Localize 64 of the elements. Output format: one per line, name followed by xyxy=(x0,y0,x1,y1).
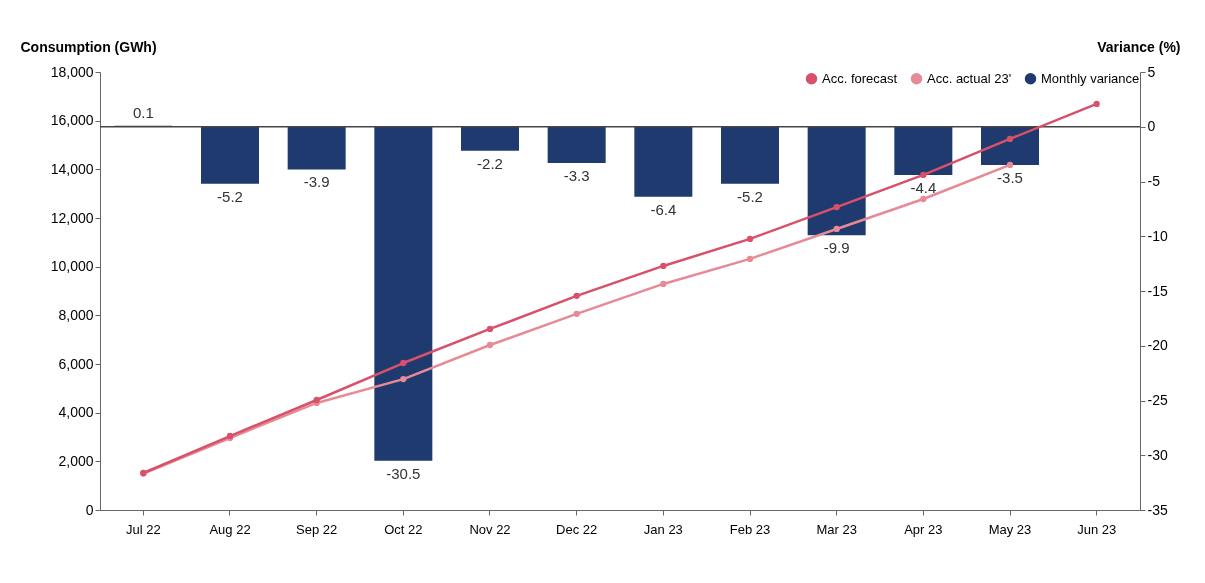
point xyxy=(833,225,840,233)
point xyxy=(660,262,667,270)
y2-tick-label: 5 xyxy=(1147,63,1156,80)
y2-tick-label: -10 xyxy=(1147,227,1168,244)
y-tick-label: 8,000 xyxy=(58,306,94,323)
y2-tick-label: -25 xyxy=(1147,392,1168,408)
data-label: -2.2 xyxy=(477,154,503,172)
data-label: -30.5 xyxy=(386,464,421,482)
point xyxy=(400,359,407,367)
data-label: -3.9 xyxy=(303,173,330,191)
x-tick-label: Feb 23 xyxy=(729,521,771,537)
y2-tick-label: -15 xyxy=(1147,282,1168,299)
point xyxy=(1093,100,1100,108)
data-label: -5.2 xyxy=(737,187,763,205)
y-tick-label: 18,000 xyxy=(50,63,94,80)
data-label: -9.9 xyxy=(823,239,850,257)
y-tick-label: 10,000 xyxy=(50,258,94,275)
y-tick-label: 12,000 xyxy=(50,209,94,226)
x-tick-label: Apr 23 xyxy=(904,521,943,537)
point xyxy=(920,171,927,179)
y2-tick-label: -20 xyxy=(1147,337,1168,354)
y2-tick-label: -5 xyxy=(1147,173,1161,189)
y-tick-label: 16,000 xyxy=(50,112,94,129)
point xyxy=(486,341,494,349)
y-tick-label: 4,000 xyxy=(58,404,94,421)
legend-label: Acc. actual 23' xyxy=(927,70,1012,86)
x-tick-label: Aug 22 xyxy=(209,521,251,537)
data-label: -5.2 xyxy=(217,187,243,205)
point xyxy=(573,292,580,300)
point xyxy=(833,203,840,211)
data-label: -4.4 xyxy=(910,178,937,196)
y-tick-label: 0 xyxy=(85,501,94,518)
x-tick-label: Mar 23 xyxy=(816,521,857,537)
y2-tick-label: 0 xyxy=(1147,118,1156,135)
point xyxy=(573,310,580,318)
y2-axis-title: Variance (%) xyxy=(1097,38,1181,55)
x-tick-label: Oct 22 xyxy=(384,521,423,537)
y-tick-label: 14,000 xyxy=(50,160,94,177)
data-label: -6.4 xyxy=(650,200,677,218)
point xyxy=(1006,135,1014,143)
x-tick-label: Jul 22 xyxy=(125,521,161,537)
x-tick-label: Dec 22 xyxy=(556,521,598,537)
y2-tick-label: -35 xyxy=(1147,501,1168,518)
x-tick-label: Sep 22 xyxy=(296,521,338,537)
y-tick-label: 6,000 xyxy=(58,355,94,372)
data-label: 0.1 xyxy=(132,103,154,121)
point xyxy=(486,325,494,333)
x-tick-label: May 23 xyxy=(988,521,1032,537)
point xyxy=(1006,161,1014,169)
data-label: -3.3 xyxy=(563,166,590,184)
y2-tick-label: -30 xyxy=(1147,446,1168,463)
x-tick-label: Jan 23 xyxy=(643,521,683,537)
legend-label: Acc. forecast xyxy=(822,70,898,86)
y-tick-label: 2,000 xyxy=(58,452,94,469)
y-axis-title: Consumption (GWh) xyxy=(20,38,157,55)
point xyxy=(920,195,927,203)
point xyxy=(746,255,754,263)
legend-label: Monthly variance xyxy=(1041,70,1140,86)
point xyxy=(746,235,754,243)
x-tick-label: Jun 23 xyxy=(1077,521,1117,537)
point xyxy=(660,280,667,288)
point xyxy=(400,375,407,383)
data-label: -3.5 xyxy=(997,169,1023,187)
x-tick-label: Nov 22 xyxy=(469,521,511,537)
